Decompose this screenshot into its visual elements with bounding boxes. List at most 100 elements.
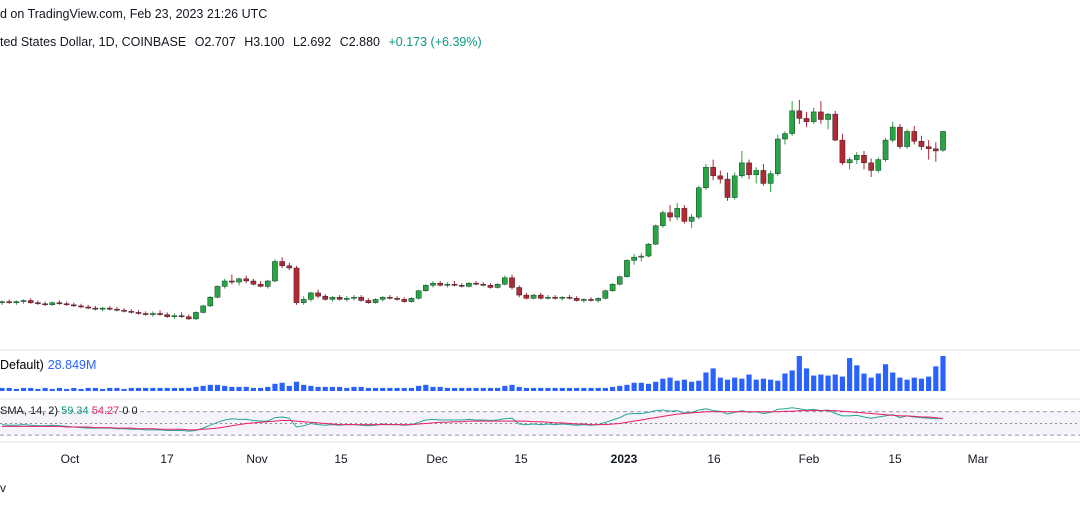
- candle-up: [264, 280, 271, 287]
- candle-up: [545, 297, 551, 299]
- volume-bar: [653, 381, 659, 391]
- candle-up: [753, 170, 760, 175]
- candle-down: [832, 113, 839, 141]
- volume-bar: [717, 377, 723, 391]
- volume-bar: [868, 377, 874, 391]
- candle-up: [631, 256, 637, 261]
- volume-bar: [466, 387, 472, 391]
- volume-bar: [473, 387, 479, 391]
- volume-bar: [509, 384, 515, 391]
- candle-up: [674, 208, 681, 218]
- candle-up: [502, 277, 508, 285]
- volume-bar: [28, 387, 34, 391]
- candle-down: [106, 307, 113, 310]
- candle-down: [710, 166, 716, 177]
- candle-up: [351, 297, 357, 299]
- volume-bar: [624, 384, 630, 391]
- symbol-name: ted States Dollar, 1D, COINBASE: [0, 35, 187, 49]
- volume-bar: [35, 388, 41, 391]
- volume-bar: [724, 379, 731, 391]
- volume-bar: [933, 366, 939, 391]
- volume-bar: [78, 388, 84, 391]
- candle-down: [861, 155, 867, 164]
- candle-down: [918, 140, 925, 147]
- volume-bar: [64, 388, 70, 391]
- candle-up: [99, 307, 106, 310]
- volume-bar: [222, 385, 228, 391]
- candle-down: [56, 302, 63, 304]
- candle-down: [85, 306, 91, 309]
- candle-down: [933, 148, 939, 152]
- candle-down: [257, 284, 264, 287]
- volume-bar: [408, 387, 415, 391]
- volume-bar: [451, 387, 458, 391]
- volume-bar: [107, 387, 113, 391]
- volume-bar: [825, 375, 831, 391]
- candle-up: [214, 286, 221, 298]
- volume-bar: [739, 378, 745, 391]
- candle-up: [308, 292, 314, 300]
- candle-down: [839, 139, 846, 164]
- volume-bar: [502, 385, 508, 391]
- volume-bar: [940, 356, 946, 391]
- candle-up: [660, 212, 666, 226]
- volume-bar: [337, 386, 343, 391]
- volume-bar: [150, 387, 156, 391]
- candle-down: [796, 110, 803, 119]
- candle-up: [854, 155, 860, 160]
- candle-up: [595, 298, 601, 301]
- candle-down: [523, 294, 530, 299]
- volume-bar: [746, 374, 752, 391]
- volume-bar: [49, 388, 55, 391]
- candle-up: [904, 131, 910, 147]
- volume-legend: Default) 28.849M: [0, 358, 96, 372]
- volume-bar: [236, 386, 242, 391]
- volume-bar: [20, 387, 27, 391]
- candle-up: [372, 299, 379, 303]
- volume-bar: [372, 387, 379, 391]
- volume-bar: [559, 387, 565, 391]
- candle-up: [602, 290, 609, 299]
- volume-bar: [243, 386, 249, 391]
- candle-up: [221, 280, 228, 287]
- candle-down: [243, 278, 250, 282]
- candle-down: [394, 298, 400, 300]
- volume-bar: [92, 387, 98, 391]
- volume-bar: [380, 387, 386, 391]
- volume-bar: [753, 379, 759, 391]
- volume-bar: [459, 387, 465, 391]
- candle-down: [63, 303, 70, 306]
- candle-down: [315, 292, 321, 297]
- volume-bar: [286, 385, 292, 391]
- candle-down: [250, 280, 257, 285]
- volume-bar: [703, 372, 709, 391]
- ohlc-high: H3.100: [244, 35, 285, 49]
- candle-down: [681, 208, 688, 222]
- volume-bar: [523, 387, 529, 391]
- candle-up: [767, 173, 774, 184]
- volume-bar: [645, 383, 652, 391]
- candle-down: [437, 282, 443, 286]
- candle-up: [150, 313, 156, 315]
- candle-down: [164, 314, 170, 317]
- volume-bar: [904, 379, 910, 391]
- candle-down: [897, 126, 903, 147]
- volume-bar: [775, 380, 781, 391]
- volume-bar: [128, 387, 134, 391]
- volume-bar: [351, 386, 357, 391]
- volume-bar: [416, 385, 422, 391]
- volume-bar: [890, 372, 896, 391]
- candle-down: [178, 315, 185, 317]
- volume-bar: [689, 381, 695, 391]
- volume-bar: [875, 373, 881, 391]
- candle-up: [20, 300, 27, 302]
- volume-bar: [178, 387, 185, 391]
- candle-up: [624, 260, 630, 277]
- volume-bar: [839, 376, 846, 391]
- volume-bar: [186, 387, 192, 391]
- volume-bar: [13, 388, 19, 391]
- ohlc-open: O2.707: [194, 35, 236, 49]
- candle-up: [530, 294, 537, 299]
- volume-bar: [609, 386, 616, 391]
